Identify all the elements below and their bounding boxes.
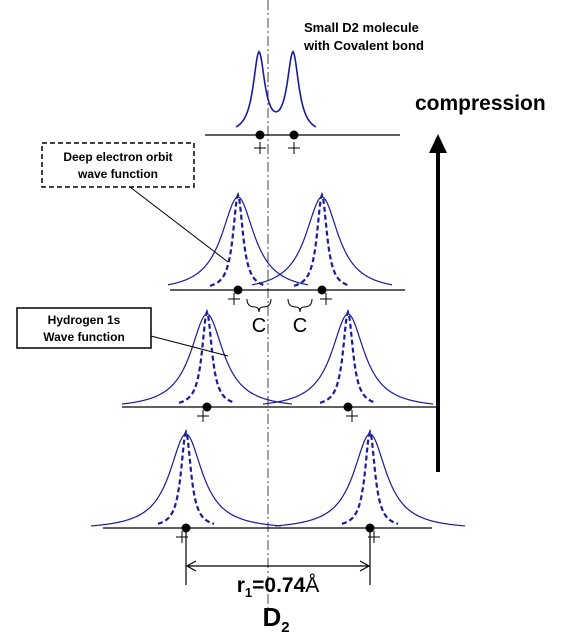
deep-curve [209, 191, 267, 287]
hydrogen-curve [90, 433, 282, 527]
deep-curve [319, 308, 377, 404]
covalent-curve [235, 50, 317, 128]
deep-curve [157, 428, 215, 525]
plus [320, 293, 332, 305]
nucleus [343, 402, 353, 412]
hydrogen-curve [167, 196, 309, 286]
baselines [103, 134, 440, 529]
deep-curve [178, 308, 236, 404]
brace [287, 298, 313, 313]
nucleus [255, 130, 265, 140]
nucleus [289, 130, 299, 140]
wave-curves [90, 50, 466, 527]
molecule-label: D2 [262, 602, 289, 632]
deep-box [41, 142, 195, 188]
pointer [129, 186, 229, 263]
plus [288, 142, 300, 154]
plus [228, 293, 240, 305]
plus [197, 410, 209, 422]
nucleus [181, 523, 191, 533]
c-label: C [252, 315, 266, 337]
dimension [185, 530, 371, 585]
top-label: Small D2 molecule [304, 20, 419, 35]
deep-curve [293, 191, 351, 287]
plus [254, 142, 266, 154]
pointer [150, 335, 229, 357]
deep-curve [341, 428, 399, 525]
hydrogen-label: Hydrogen 1s [48, 313, 121, 327]
hydrogen-curve [262, 313, 434, 405]
distance-label: r1=0.74Å [237, 574, 320, 600]
deep-label: Deep electron orbit [63, 150, 172, 164]
deep-label: wave function [77, 167, 158, 181]
plus [346, 410, 358, 422]
nucleus [365, 523, 375, 533]
nucleus [317, 285, 327, 295]
nucleus [202, 402, 212, 412]
arrow-head [429, 134, 447, 153]
hydrogen-label: Wave function [43, 330, 125, 344]
hydrogen-curve [251, 196, 393, 286]
nucleus [233, 285, 243, 295]
top-label: with Covalent bond [303, 38, 424, 53]
nuclei [176, 130, 380, 543]
hydrogen-box [16, 307, 152, 349]
brace [246, 298, 272, 313]
compression-label: compression [415, 92, 546, 115]
c-label: C [293, 315, 307, 337]
